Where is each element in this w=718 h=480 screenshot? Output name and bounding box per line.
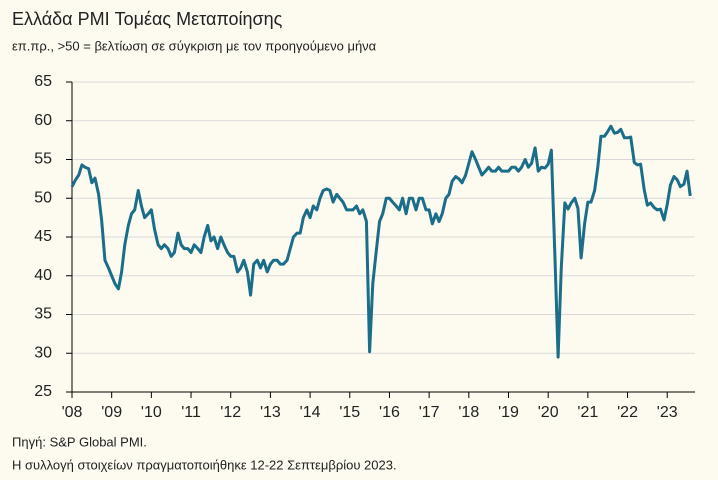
y-tick-label: 35 <box>34 306 52 323</box>
x-tick-label: '21 <box>577 404 598 421</box>
y-tick-label: 30 <box>34 344 52 361</box>
x-tick-label: '18 <box>458 404 479 421</box>
y-tick-label: 45 <box>34 228 52 245</box>
x-tick-label: '20 <box>538 404 559 421</box>
x-tick-label: '19 <box>498 404 519 421</box>
source-note: Πηγή: S&P Global PMI. <box>12 434 147 449</box>
y-tick-label: 65 <box>34 73 52 90</box>
x-tick-label: '17 <box>419 404 440 421</box>
x-tick-label: '09 <box>101 404 122 421</box>
x-tick-label: '15 <box>339 404 360 421</box>
chart-subtitle: επ.πρ., >50 = βελτίωση σε σύγκριση με το… <box>12 38 377 53</box>
pmi-line <box>70 124 692 359</box>
x-tick-label: '13 <box>260 404 281 421</box>
y-tick-label: 25 <box>34 383 52 400</box>
chart-title: Ελλάδα PMI Τομέας Μεταποίησης <box>12 9 283 29</box>
y-tick-label: 50 <box>34 189 52 206</box>
x-tick-label: '11 <box>181 404 201 421</box>
x-tick-label: '12 <box>220 404 241 421</box>
x-tick-label: '22 <box>617 404 638 421</box>
x-tick-label: '08 <box>62 404 83 421</box>
x-tick-label: '16 <box>379 404 400 421</box>
y-tick-label: 60 <box>34 112 52 129</box>
x-tick-label: '10 <box>141 404 162 421</box>
x-tick-label: '23 <box>657 404 678 421</box>
y-tick-label: 40 <box>34 267 52 284</box>
x-tick-label: '14 <box>300 404 321 421</box>
collection-note: Η συλλογή στοιχείων πραγματοποιήθηκε 12-… <box>12 457 397 472</box>
y-tick-label: 55 <box>34 151 52 168</box>
